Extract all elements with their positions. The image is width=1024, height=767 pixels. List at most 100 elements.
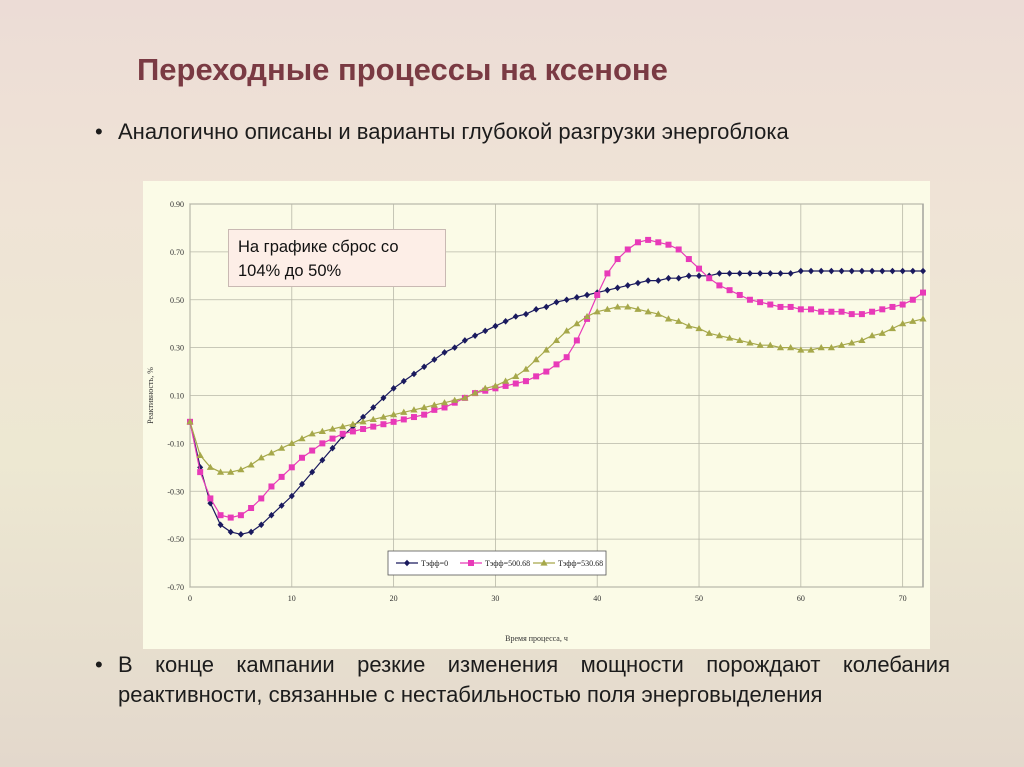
series-2-point — [298, 454, 305, 461]
series-1-point — [889, 267, 896, 275]
series-1-point — [319, 456, 326, 464]
x-tick-label: 10 — [288, 594, 296, 603]
series-2-point — [634, 239, 641, 246]
series-3-point — [807, 346, 815, 353]
series-1-point — [217, 521, 224, 529]
series-3-point — [624, 303, 632, 310]
series-1-point — [685, 272, 692, 280]
series-1-point — [838, 267, 845, 275]
series-2-point — [624, 246, 631, 253]
series-1-point — [899, 267, 906, 275]
series-2-point — [655, 239, 662, 246]
series-3-point — [654, 310, 662, 317]
series-1-point — [309, 468, 316, 476]
series-1-point — [634, 279, 641, 287]
series-1-point — [512, 313, 519, 320]
x-tick-label: 30 — [491, 594, 499, 603]
series-2-point — [502, 382, 509, 389]
series-1-point — [248, 528, 255, 536]
series-3-point — [634, 305, 642, 312]
series-3-point — [512, 372, 520, 379]
series-2-point — [920, 289, 926, 296]
series-3-point — [481, 384, 489, 391]
series-1-point — [288, 492, 295, 500]
series-2-point — [349, 428, 356, 435]
series-2-point — [696, 265, 703, 272]
x-tick-label: 40 — [593, 594, 601, 603]
series-1-point — [482, 327, 489, 335]
series-1-point — [298, 480, 305, 488]
y-tick-label: 0.10 — [170, 392, 184, 401]
bullet-dot-icon: • — [95, 119, 103, 144]
series-3-point — [725, 334, 734, 341]
legend-marker — [468, 560, 474, 566]
series-2-point — [512, 380, 519, 387]
series-3-point — [379, 413, 388, 420]
series-1-point — [237, 531, 244, 538]
series-3-point — [430, 401, 438, 408]
series-3-point — [664, 315, 673, 322]
series-2-point — [736, 291, 743, 298]
series-2-point — [838, 308, 845, 315]
series-3-point — [420, 403, 428, 411]
legend-box — [387, 550, 607, 576]
series-1-point — [543, 303, 550, 311]
x-tick-label: 0 — [188, 594, 192, 603]
series-3-point — [206, 463, 214, 470]
series-2-point — [665, 241, 672, 248]
series-3-point — [227, 468, 235, 475]
series-2-point — [685, 256, 692, 263]
series-3-point — [359, 418, 367, 425]
series-1-point — [370, 404, 377, 411]
x-axis-title: Время процесса, ч — [505, 634, 568, 643]
series-1-point — [461, 337, 468, 344]
legend-label: Tэфф=530.68 — [558, 559, 603, 568]
bullet-text: В конце кампании резкие изменения мощнос… — [118, 652, 950, 707]
series-1-point — [624, 282, 631, 289]
x-tick-label: 70 — [899, 594, 907, 603]
series-1-point — [400, 377, 407, 385]
series-3-point — [288, 439, 296, 446]
y-tick-label: 0.70 — [170, 248, 184, 257]
series-2-point — [533, 373, 540, 380]
series-2-point — [808, 306, 815, 313]
series-1-point — [522, 310, 529, 318]
series-2-point — [441, 404, 448, 411]
bullet-item-1: • Аналогично описаны и варианты глубокой… — [95, 117, 925, 147]
series-3-point — [216, 468, 225, 475]
series-3-point — [542, 346, 550, 353]
series-2-point — [339, 430, 346, 437]
series-2-point — [797, 306, 804, 313]
series-3-point — [461, 394, 469, 401]
series-3-point — [817, 344, 825, 351]
series-3-point — [400, 408, 408, 415]
series-3-point — [603, 305, 612, 312]
series-1-point — [696, 272, 703, 280]
series-3-point — [827, 344, 835, 351]
series-1-point — [563, 296, 570, 304]
series-3-point — [715, 332, 723, 339]
series-2-point — [309, 447, 316, 454]
y-tick-label: -0.50 — [167, 535, 184, 544]
series-1-point — [227, 528, 234, 536]
series-2-point — [777, 303, 784, 310]
legend-marker — [540, 559, 548, 566]
series-3-point — [644, 308, 652, 315]
y-tick-label: -0.10 — [167, 439, 184, 448]
series-2-point — [288, 464, 295, 471]
series-3-point — [552, 336, 561, 344]
series-2-point — [278, 473, 285, 480]
series-1-point — [655, 277, 662, 284]
series-2-point — [614, 256, 621, 263]
series-1-point — [848, 267, 855, 275]
series-1-point — [410, 370, 417, 378]
series-3-point — [349, 420, 357, 427]
series-3-point — [899, 320, 907, 327]
y-tick-label: 0.50 — [170, 296, 184, 305]
series-3-point — [390, 411, 398, 418]
series-1-point — [431, 356, 438, 363]
series-3-point — [196, 451, 204, 458]
series-3-point — [501, 377, 510, 384]
series-3-point — [369, 415, 377, 423]
slide-title: Переходные процессы на ксеноне — [137, 52, 668, 87]
